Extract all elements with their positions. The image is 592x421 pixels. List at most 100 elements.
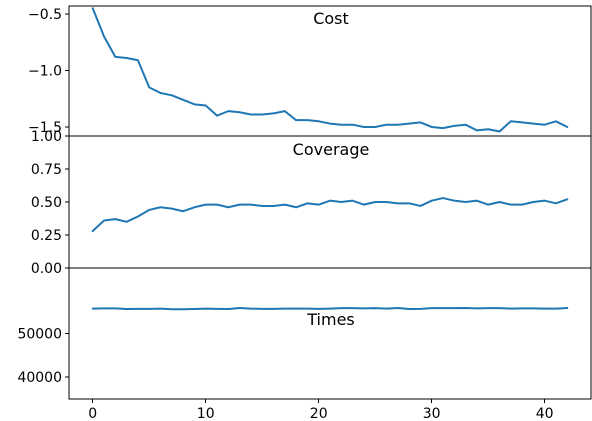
- times-data-point: [532, 307, 534, 309]
- times-data-point: [453, 307, 455, 309]
- times-data-point: [476, 307, 478, 309]
- cost-title: Cost: [313, 9, 349, 28]
- cost-data-point: [159, 92, 161, 94]
- cost-data-point: [521, 121, 523, 123]
- cost-y-tick-label: −1.0: [28, 63, 62, 79]
- cost-data-point: [442, 127, 444, 129]
- times-x-tick-label: 20: [310, 406, 328, 421]
- coverage-data-point: [498, 201, 500, 203]
- coverage-y-tick-label: 0.00: [31, 261, 62, 277]
- cost-data-point: [329, 122, 331, 124]
- times-data-point: [125, 308, 127, 310]
- times-data-point: [272, 308, 274, 310]
- times-data-point: [205, 307, 207, 309]
- times-data-point: [114, 307, 116, 309]
- times-data-point: [182, 308, 184, 310]
- times-data-point: [397, 307, 399, 309]
- cost-data-point: [430, 126, 432, 128]
- coverage-data-point: [329, 199, 331, 201]
- coverage-data-point: [318, 203, 320, 205]
- cost-data-point: [261, 113, 263, 115]
- times-data-point: [295, 307, 297, 309]
- cost-data-point: [125, 57, 127, 59]
- times-data-point: [464, 307, 466, 309]
- cost-data-point: [351, 124, 353, 126]
- coverage-data-point: [510, 203, 512, 205]
- coverage-data-point: [374, 201, 376, 203]
- coverage-y-tick-label: 0.75: [31, 162, 62, 178]
- coverage-data-point: [193, 206, 195, 208]
- cost-data-point: [318, 120, 320, 122]
- cost-data-point: [205, 104, 207, 106]
- coverage-data-point: [148, 209, 150, 211]
- coverage-y-tick-label: 0.25: [31, 228, 62, 244]
- cost-data-point: [453, 125, 455, 127]
- times-panel: 40000 50000 0 10 20 30 40 Times: [17, 267, 592, 421]
- coverage-data-point: [103, 219, 105, 221]
- coverage-panel: 0.00 0.25 0.50 0.75 1.00 Coverage: [31, 129, 592, 277]
- coverage-data-point: [442, 197, 444, 199]
- times-data-point: [340, 307, 342, 309]
- times-data-point: [261, 308, 263, 310]
- times-x-tick-label: 0: [88, 406, 97, 421]
- times-data-point: [408, 308, 410, 310]
- times-data-point: [510, 307, 512, 309]
- times-data-point: [543, 307, 545, 309]
- times-data-point: [521, 307, 523, 309]
- coverage-data-point: [521, 203, 523, 205]
- cost-data-point: [272, 112, 274, 114]
- times-axes-frame: [68, 267, 592, 400]
- cost-data-point: [250, 113, 252, 115]
- coverage-data-point: [487, 203, 489, 205]
- cost-data-point: [238, 111, 240, 113]
- times-data-point: [227, 308, 229, 310]
- times-y-tick-label: 50000: [17, 327, 62, 343]
- times-data-point: [250, 307, 252, 309]
- cost-data-point: [193, 103, 195, 105]
- coverage-data-point: [114, 218, 116, 220]
- times-data-point: [284, 307, 286, 309]
- cost-data-point: [137, 59, 139, 61]
- cost-y-tick-label: −1.5: [28, 120, 62, 136]
- times-data-point: [430, 307, 432, 309]
- coverage-data-point: [555, 202, 557, 204]
- times-data-point: [351, 307, 353, 309]
- cost-data-point: [476, 129, 478, 131]
- coverage-data-point: [92, 230, 94, 232]
- times-data-point: [442, 307, 444, 309]
- cost-data-point: [148, 86, 150, 88]
- times-data-point: [363, 307, 365, 309]
- cost-data-point: [385, 124, 387, 126]
- cost-data-point: [464, 124, 466, 126]
- times-title: Times: [306, 310, 355, 329]
- times-series-line: [91, 306, 569, 311]
- coverage-data-point: [238, 203, 240, 205]
- coverage-data-point: [261, 205, 263, 207]
- times-data-point: [171, 308, 173, 310]
- cost-data-point: [408, 122, 410, 124]
- cost-data-point: [92, 7, 94, 9]
- coverage-y-tick-label: 1.00: [31, 129, 62, 145]
- times-data-point: [193, 308, 195, 310]
- coverage-data-point: [566, 198, 568, 200]
- times-x-tick-label: 30: [423, 406, 441, 421]
- coverage-data-point: [295, 206, 297, 208]
- cost-data-point: [114, 56, 116, 58]
- times-data-point: [374, 307, 376, 309]
- cost-data-point: [171, 94, 173, 96]
- cost-data-point: [487, 128, 489, 130]
- coverage-y-tick-label: 0.50: [31, 195, 62, 211]
- times-data-point: [385, 307, 387, 309]
- coverage-data-point: [430, 199, 432, 201]
- coverage-data-point: [340, 201, 342, 203]
- times-y-tick-label: 40000: [17, 370, 62, 386]
- cost-y-tick-label: −0.5: [28, 7, 62, 23]
- coverage-data-point: [397, 202, 399, 204]
- cost-data-point: [397, 124, 399, 126]
- cost-data-point: [532, 122, 534, 124]
- cost-data-point: [363, 126, 365, 128]
- cost-data-point: [306, 119, 308, 121]
- times-x-tick-label: 10: [197, 406, 215, 421]
- cost-data-point: [566, 126, 568, 128]
